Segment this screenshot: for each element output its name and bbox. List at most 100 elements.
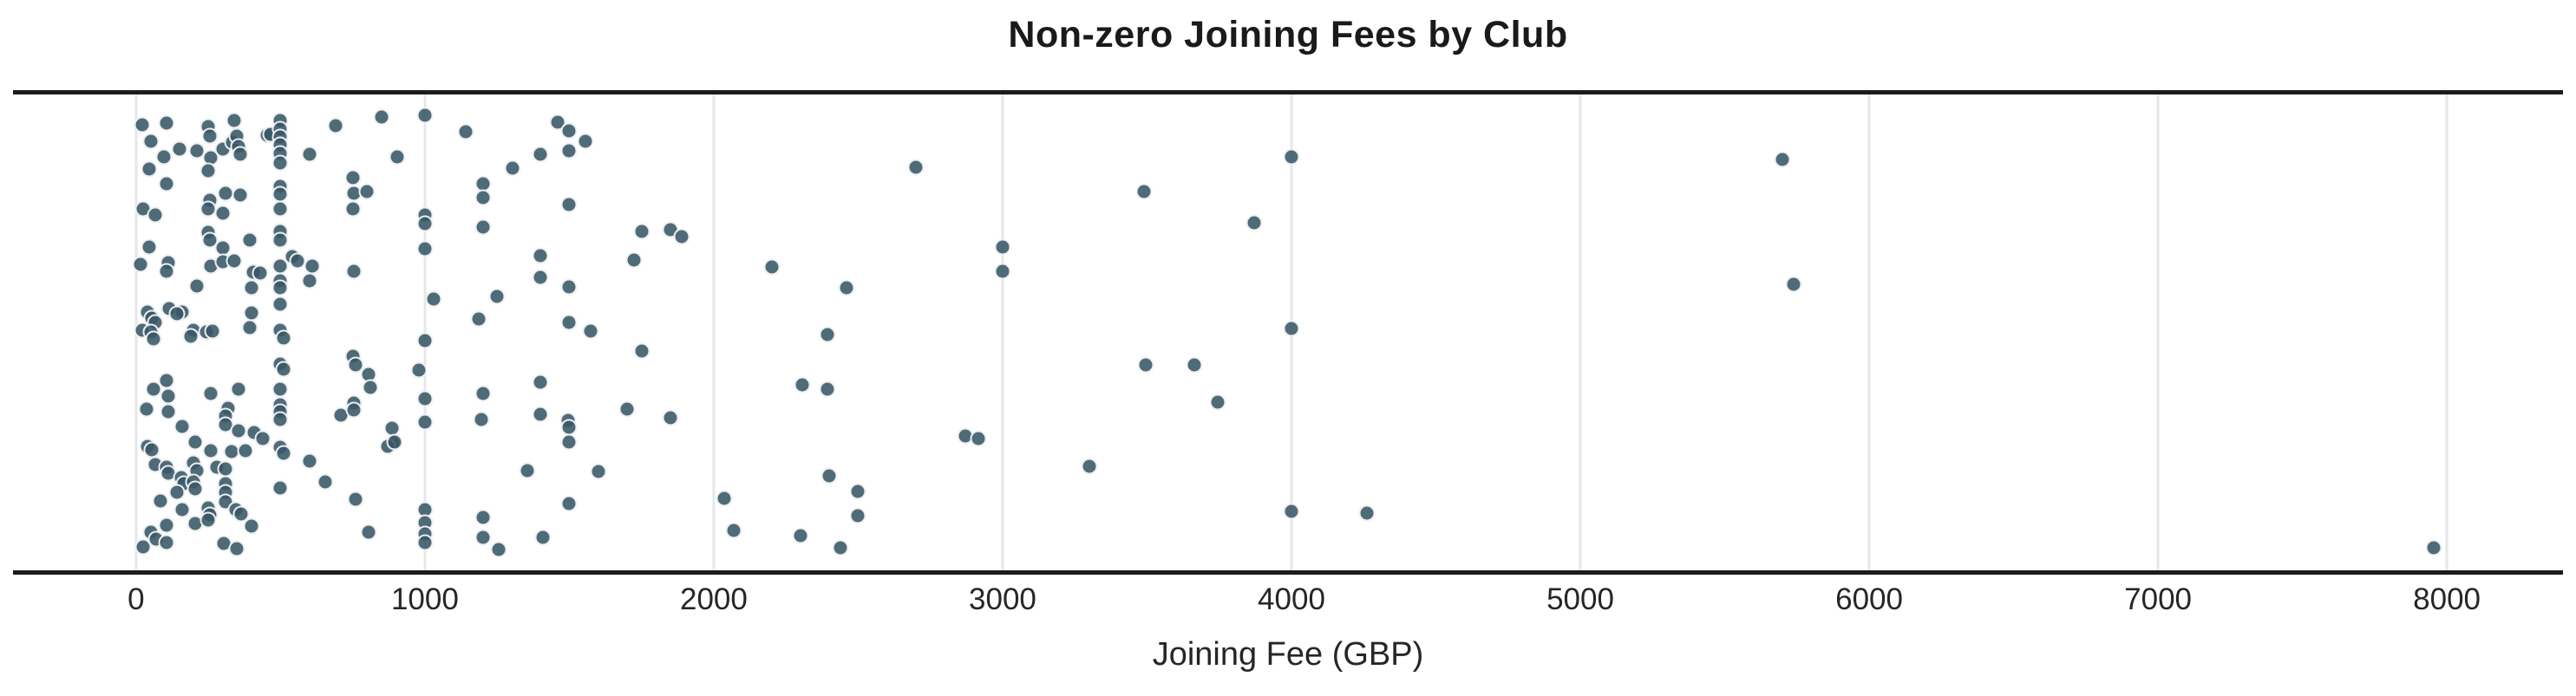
data-point: [228, 540, 245, 557]
data-point: [618, 400, 636, 418]
data-point: [1774, 151, 1791, 168]
data-point: [232, 146, 249, 163]
data-point: [560, 314, 578, 331]
data-point: [716, 490, 733, 507]
data-point: [344, 200, 362, 218]
data-point: [241, 231, 258, 249]
data-point: [490, 541, 507, 558]
data-point: [970, 430, 987, 447]
data-point: [819, 381, 836, 398]
data-point: [416, 413, 434, 431]
data-point: [488, 288, 506, 305]
data-point: [202, 385, 219, 402]
data-point: [186, 480, 204, 498]
data-point: [252, 264, 269, 282]
data-point: [474, 509, 492, 525]
data-point: [416, 107, 434, 124]
data-point: [188, 277, 206, 295]
data-point: [226, 252, 243, 270]
data-point: [416, 240, 434, 257]
data-point: [794, 376, 810, 394]
data-point: [849, 507, 866, 524]
data-point: [1785, 276, 1802, 292]
data-point: [271, 381, 289, 398]
data-point: [275, 445, 292, 462]
data-point: [145, 330, 162, 348]
data-point: [301, 146, 318, 163]
top-spine: [13, 90, 2563, 94]
data-point: [763, 258, 781, 276]
data-point: [214, 205, 232, 222]
data-point: [1283, 503, 1300, 520]
data-point: [474, 385, 492, 402]
data-point: [155, 148, 173, 166]
data-point: [301, 272, 318, 289]
data-point: [143, 441, 160, 459]
x-tick-label: 7000: [2124, 582, 2193, 616]
data-point: [138, 400, 155, 418]
data-point: [792, 527, 809, 544]
data-point: [134, 538, 152, 556]
data-point: [271, 296, 289, 313]
data-point: [158, 175, 175, 192]
data-point: [1246, 214, 1263, 231]
x-tick-label: 2000: [680, 582, 748, 616]
x-tick-label: 0: [127, 582, 145, 616]
data-point: [147, 206, 164, 224]
data-point: [271, 279, 289, 296]
data-point: [360, 524, 377, 541]
data-point: [230, 422, 247, 439]
data-point: [345, 401, 363, 419]
data-point: [188, 142, 206, 159]
data-point: [389, 148, 406, 166]
data-point: [158, 114, 175, 132]
data-point: [416, 332, 434, 349]
data-point: [204, 322, 221, 340]
data-point: [345, 263, 363, 280]
data-point: [168, 484, 185, 501]
data-point: [534, 529, 552, 546]
data-point: [532, 247, 549, 264]
data-point: [271, 411, 289, 428]
data-point: [1137, 356, 1154, 374]
data-point: [362, 379, 379, 396]
data-point: [271, 154, 289, 172]
data-point: [504, 159, 521, 177]
x-tick-label: 5000: [1546, 582, 1614, 616]
data-point: [560, 495, 578, 512]
data-point: [271, 200, 289, 218]
data-point: [560, 142, 578, 159]
data-point: [271, 185, 289, 203]
data-point: [201, 231, 219, 249]
data-point: [386, 433, 403, 451]
data-point: [230, 381, 247, 398]
gridline: [1001, 94, 1004, 570]
data-point: [358, 183, 376, 200]
data-point: [171, 140, 188, 158]
data-point: [416, 534, 434, 551]
data-point: [1283, 320, 1300, 337]
gridline: [1579, 94, 1582, 570]
data-point: [582, 322, 599, 340]
data-point: [271, 231, 289, 249]
data-point: [141, 160, 158, 178]
data-point: [237, 442, 254, 459]
data-point: [301, 452, 318, 470]
data-point: [470, 310, 487, 328]
gridline: [1867, 94, 1871, 570]
data-point: [344, 169, 362, 186]
data-point: [373, 108, 390, 126]
data-point: [907, 159, 925, 176]
data-point: [271, 479, 289, 497]
data-point: [673, 228, 690, 245]
data-point: [158, 534, 175, 551]
data-point: [141, 238, 158, 256]
data-point: [199, 162, 217, 179]
data-point: [457, 123, 474, 140]
gridline: [712, 94, 716, 570]
data-point: [1135, 183, 1153, 200]
data-point: [416, 390, 434, 407]
data-point: [145, 381, 162, 398]
data-point: [199, 511, 217, 529]
